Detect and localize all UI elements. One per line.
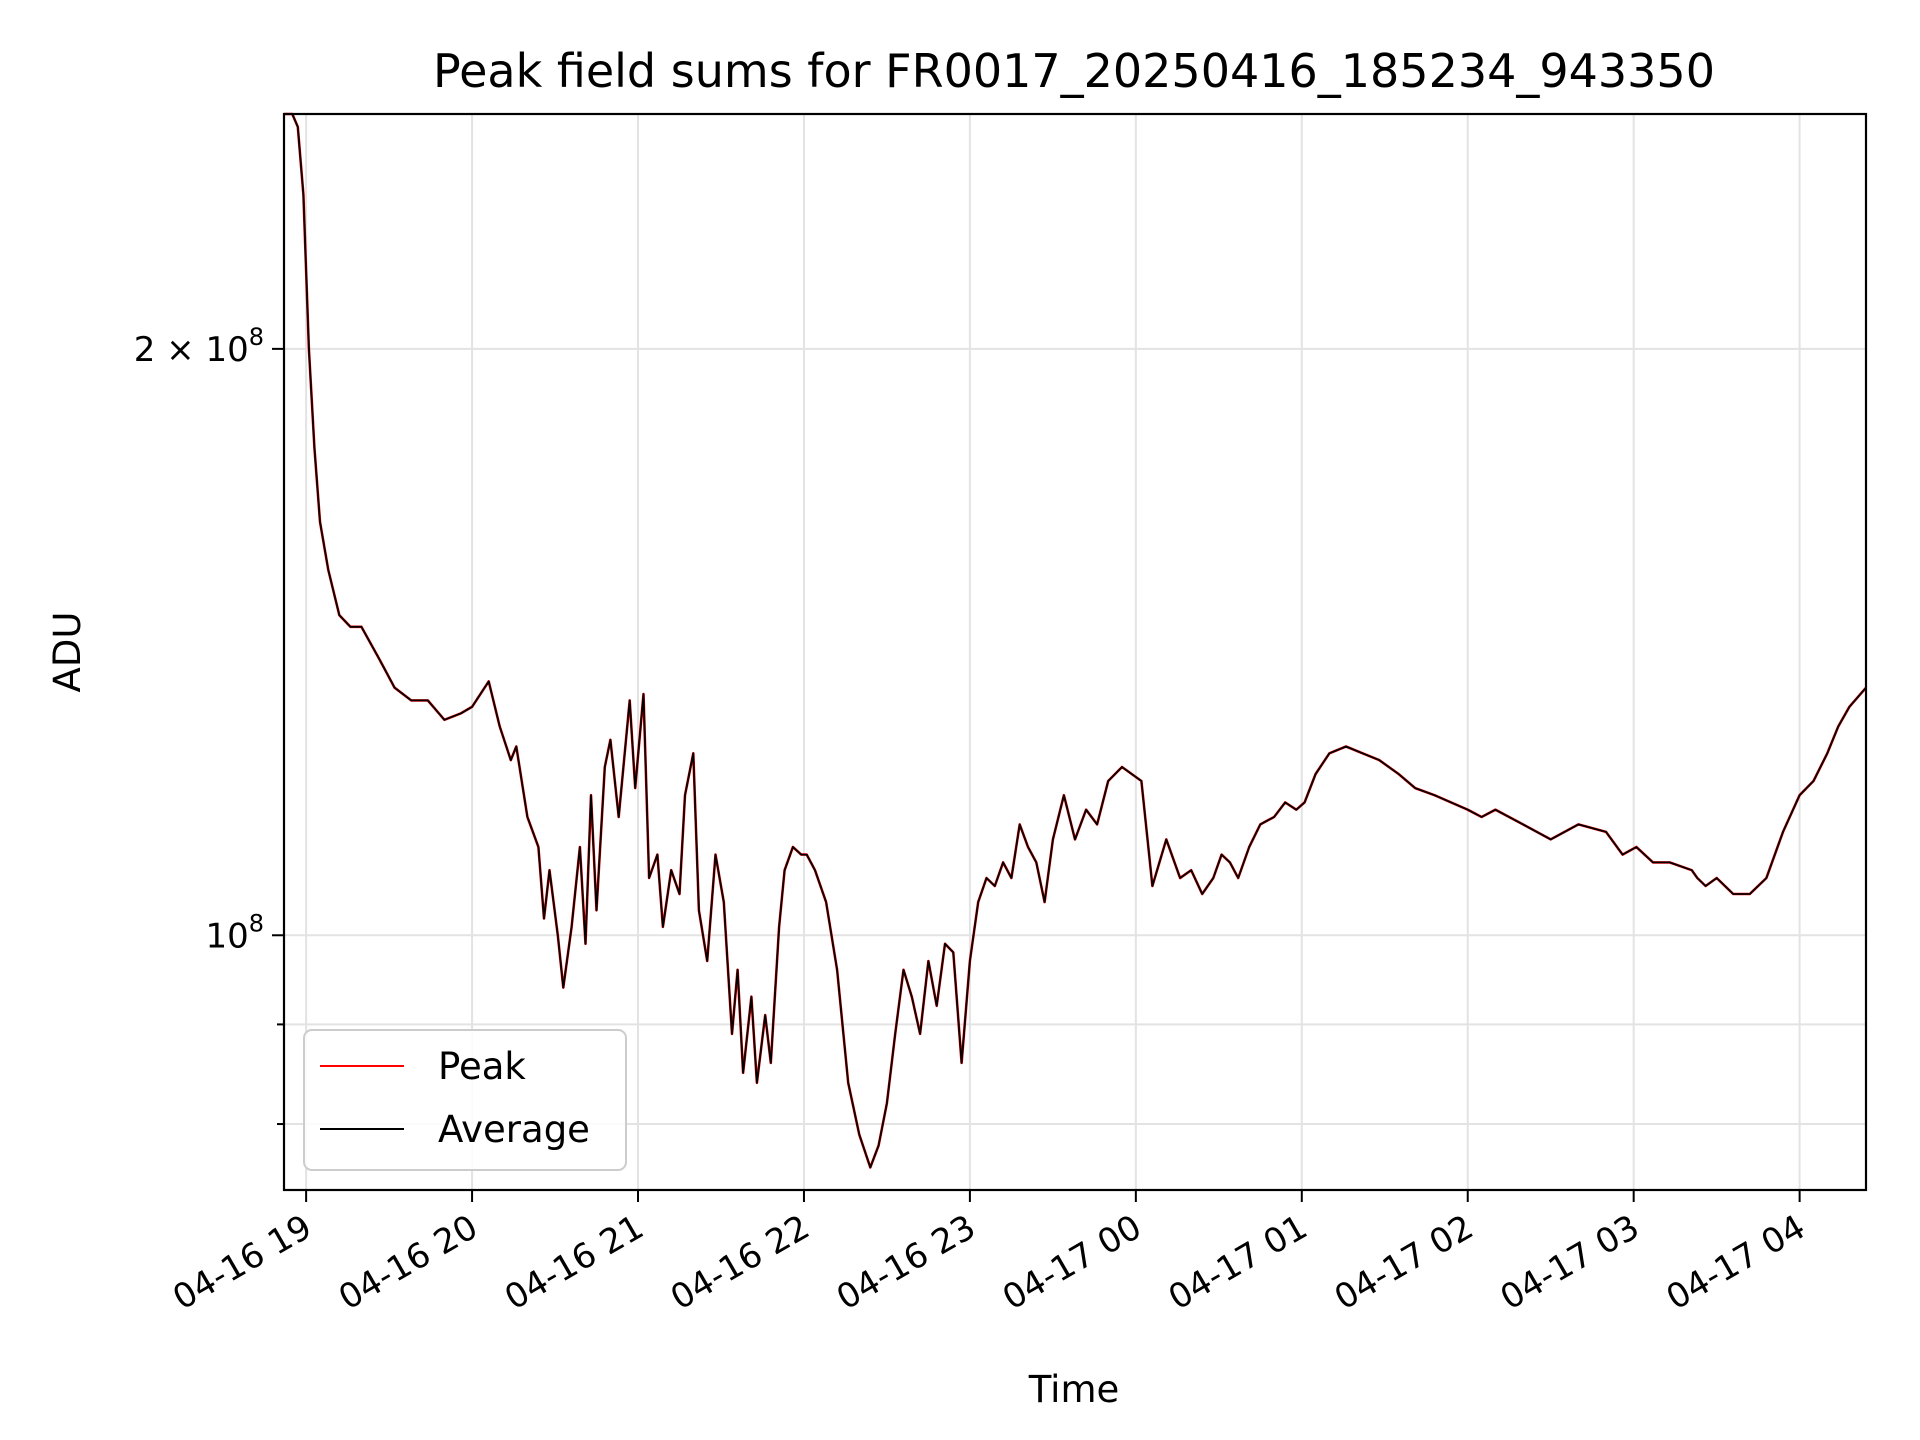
- legend-label-average: Average: [438, 1108, 590, 1151]
- series-line-average: [284, 113, 1867, 1169]
- chart-title: Peak field sums for FR0017_20250416_1852…: [433, 44, 1715, 98]
- x-axis-label: Time: [1028, 1368, 1120, 1411]
- y-tick-label: 2 × 108: [134, 323, 264, 370]
- legend-label-peak: Peak: [438, 1045, 526, 1088]
- grid-lines: [284, 114, 1866, 1190]
- y-tick-label: 108: [205, 909, 264, 956]
- series-lines: [284, 112, 1867, 1169]
- plot-frame: [282, 112, 1868, 1192]
- legend: Peak Average: [303, 1029, 627, 1171]
- y-axis-label: ADU: [46, 612, 89, 693]
